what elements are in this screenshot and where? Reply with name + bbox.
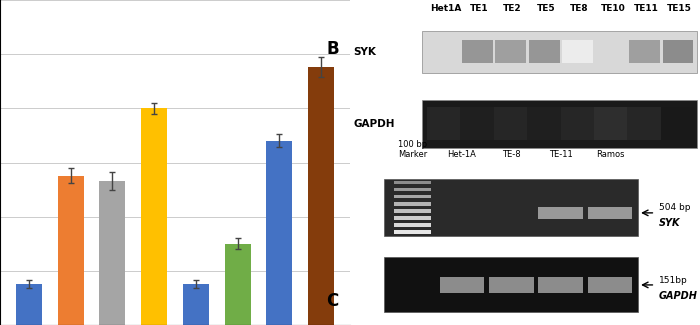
Bar	[393, 195, 431, 199]
Text: TE5: TE5	[537, 4, 555, 13]
Bar	[99, 181, 125, 325]
Bar	[494, 107, 528, 140]
Bar	[57, 176, 83, 325]
Text: Het-1A: Het-1A	[447, 150, 476, 159]
Bar	[661, 107, 695, 140]
Bar	[393, 223, 431, 227]
Text: C: C	[326, 292, 338, 310]
Text: TE-11: TE-11	[549, 150, 573, 159]
Bar	[527, 107, 561, 140]
Bar	[267, 141, 293, 325]
Text: TE11: TE11	[634, 4, 659, 13]
Text: GAPDH: GAPDH	[659, 291, 698, 301]
Bar	[588, 277, 632, 292]
Bar	[529, 40, 560, 63]
Bar	[393, 181, 431, 184]
Bar	[489, 277, 533, 292]
Text: TE10: TE10	[601, 4, 625, 13]
Text: 151bp: 151bp	[659, 276, 687, 285]
Bar	[183, 284, 209, 325]
Text: TE15: TE15	[667, 4, 692, 13]
Bar	[562, 40, 593, 63]
Bar	[384, 257, 638, 312]
Bar	[461, 107, 495, 140]
Bar	[393, 230, 431, 234]
Text: Ramos: Ramos	[596, 150, 624, 159]
Bar	[384, 179, 638, 236]
Bar	[225, 244, 251, 325]
Bar	[427, 107, 461, 140]
Text: 100 bp
Marker: 100 bp Marker	[398, 140, 427, 159]
Text: TE1: TE1	[470, 4, 489, 13]
Bar	[422, 100, 696, 148]
Bar	[393, 188, 431, 191]
Bar	[594, 107, 629, 140]
Bar	[440, 277, 484, 292]
Bar	[308, 67, 334, 325]
Bar	[393, 216, 431, 220]
Text: TE8: TE8	[570, 4, 589, 13]
Bar	[561, 107, 595, 140]
Bar	[629, 40, 660, 63]
Bar	[462, 40, 493, 63]
Bar	[496, 40, 526, 63]
Bar	[393, 202, 431, 206]
Text: Het1A: Het1A	[430, 4, 461, 13]
Bar	[16, 284, 42, 325]
Text: 504 bp: 504 bp	[659, 203, 690, 213]
Bar	[538, 207, 583, 218]
Text: TE-8: TE-8	[502, 150, 521, 159]
Text: B: B	[326, 40, 339, 58]
Text: SYK: SYK	[659, 218, 680, 227]
Text: TE2: TE2	[503, 4, 522, 13]
Text: SYK: SYK	[354, 47, 377, 57]
Bar	[627, 107, 662, 140]
Bar	[422, 31, 696, 73]
Bar	[663, 40, 694, 63]
Bar	[141, 108, 167, 325]
Text: GAPDH: GAPDH	[354, 119, 395, 129]
Bar	[588, 207, 632, 218]
Bar	[538, 277, 583, 292]
Bar	[393, 209, 431, 213]
